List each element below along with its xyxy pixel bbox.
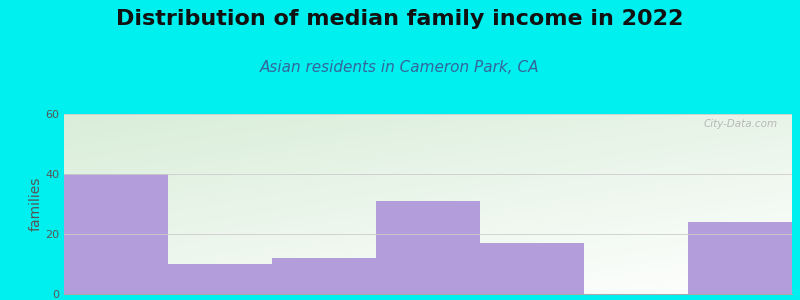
Y-axis label: families: families: [28, 177, 42, 231]
Bar: [64, 174, 168, 294]
Text: Asian residents in Cameron Park, CA: Asian residents in Cameron Park, CA: [260, 60, 540, 75]
Bar: [168, 264, 272, 294]
Text: City-Data.com: City-Data.com: [703, 119, 778, 129]
Bar: [272, 258, 376, 294]
Bar: [376, 201, 480, 294]
Bar: [688, 222, 792, 294]
Bar: [480, 243, 584, 294]
Text: Distribution of median family income in 2022: Distribution of median family income in …: [116, 9, 684, 29]
